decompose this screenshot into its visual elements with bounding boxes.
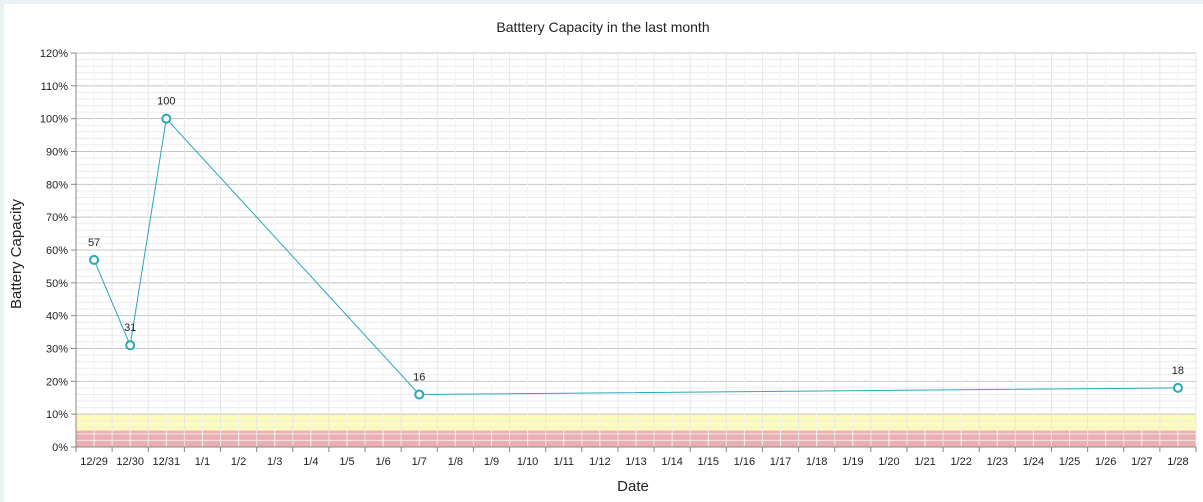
x-tick-label: 1/18: [806, 456, 827, 468]
y-tick-label: 50%: [46, 278, 68, 290]
x-tick-label: 1/12: [589, 456, 610, 468]
y-tick-label: 100%: [40, 114, 68, 126]
data-point: [1172, 382, 1183, 393]
y-tick-label: 30%: [46, 344, 68, 356]
x-tick-label: 1/15: [698, 456, 719, 468]
x-tick-label: 1/3: [267, 456, 282, 468]
x-axis-label: Date: [617, 478, 649, 495]
y-tick-label: 60%: [46, 245, 68, 257]
x-tick-label: 12/30: [116, 456, 144, 468]
chart-container: Batttery Capacity in the last month Date…: [4, 4, 1203, 502]
y-axis-label: Battery Capacity: [8, 198, 25, 309]
data-point: [125, 340, 136, 351]
data-point: [414, 389, 425, 400]
y-tick-label: 10%: [46, 409, 68, 421]
x-tick-label: 1/9: [484, 456, 499, 468]
x-tick-label: 1/11: [553, 456, 574, 468]
y-tick-label: 40%: [46, 311, 68, 323]
x-tick-label: 1/20: [878, 456, 899, 468]
data-point: [161, 113, 172, 124]
y-tick-label: 80%: [46, 179, 68, 191]
x-tick-label: 1/2: [231, 456, 246, 468]
x-tick-label: 1/24: [1023, 456, 1044, 468]
x-tick-label: 1/7: [412, 456, 427, 468]
y-tick-label: 70%: [46, 212, 68, 224]
battery-chart: Batttery Capacity in the last month Date…: [8, 19, 1197, 495]
x-tick-label: 1/4: [303, 456, 318, 468]
data-label: 31: [124, 322, 136, 334]
x-tick-label: 1/16: [734, 456, 755, 468]
y-tick-label: 110%: [41, 81, 69, 93]
x-tick-label: 1/19: [842, 456, 863, 468]
x-tick-label: 1/21: [914, 456, 935, 468]
y-tick-label: 20%: [46, 376, 68, 388]
x-tick-label: 1/6: [375, 456, 390, 468]
y-tick-label: 0%: [52, 442, 68, 454]
x-tick-label: 1/8: [448, 456, 463, 468]
x-tick-label: 1/10: [517, 456, 538, 468]
data-label: 18: [1172, 365, 1184, 377]
x-tick-label: 1/27: [1131, 456, 1152, 468]
x-tick-label: 12/31: [153, 456, 181, 468]
data-label: 57: [88, 237, 100, 249]
x-tick-label: 1/23: [987, 456, 1008, 468]
x-tick-label: 1/14: [661, 456, 682, 468]
chart-title: Batttery Capacity in the last month: [496, 19, 709, 35]
data-point: [89, 254, 100, 265]
x-tick-label: 1/5: [339, 456, 354, 468]
data-label: 100: [157, 96, 175, 108]
x-tick-label: 1/17: [770, 456, 791, 468]
x-tick-label: 1/26: [1095, 456, 1116, 468]
x-tick-label: 1/1: [195, 456, 210, 468]
y-tick-label: 120%: [40, 48, 68, 60]
x-tick-label: 1/25: [1059, 456, 1080, 468]
data-label: 16: [413, 371, 425, 383]
x-tick-label: 1/13: [625, 456, 646, 468]
x-tick-label: 12/29: [80, 456, 108, 468]
x-tick-label: 1/28: [1167, 456, 1188, 468]
x-tick-label: 1/22: [950, 456, 971, 468]
y-tick-label: 90%: [46, 147, 68, 159]
